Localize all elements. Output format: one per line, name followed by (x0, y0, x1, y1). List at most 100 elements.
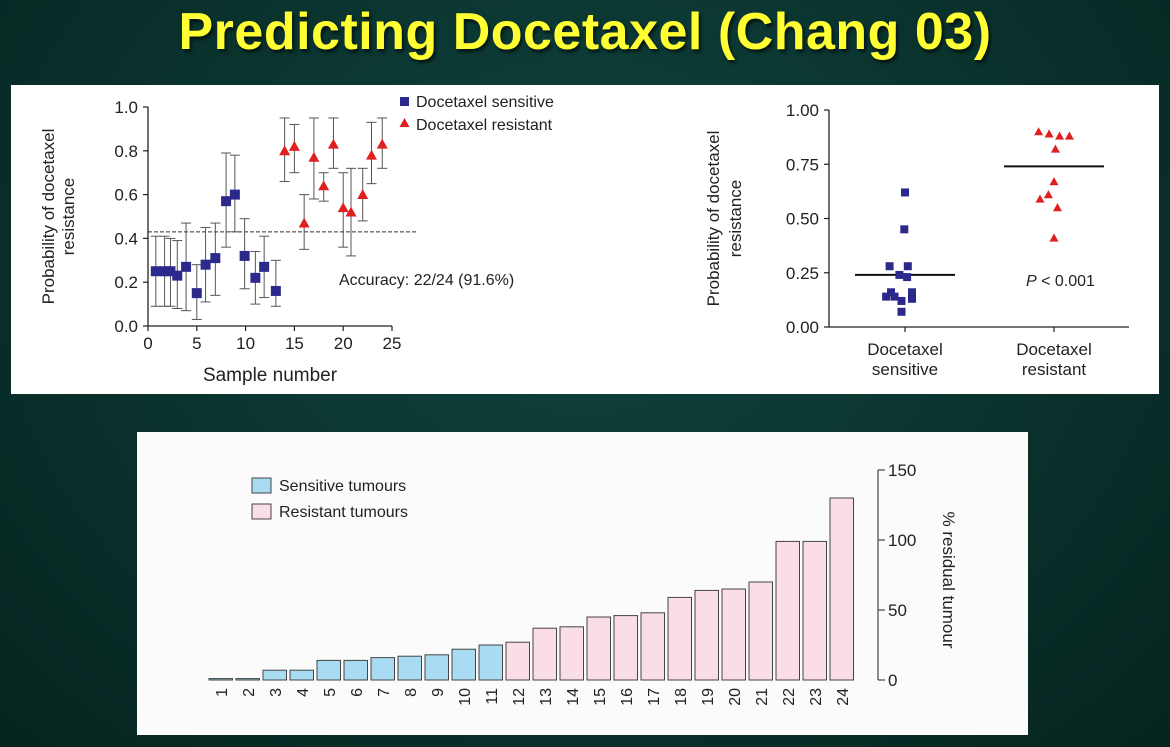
sensitive-point (270, 285, 281, 296)
sensitive-point (229, 189, 240, 200)
sensitive-point (172, 270, 183, 281)
sensitive-point (259, 261, 270, 272)
sensitive-point (887, 288, 895, 297)
sensitive-point (200, 259, 211, 270)
p-value-annotation: P < 0.001 (1026, 273, 1095, 290)
x-tick-label: 2 (241, 688, 258, 697)
x-tick-label: 19 (700, 688, 717, 706)
y-tick-label: 100 (888, 531, 916, 550)
resistant-point (279, 145, 291, 156)
sensitive-point (897, 307, 906, 316)
sensitive-point (908, 288, 916, 297)
sensitive-bar (343, 659, 368, 681)
x-tick-label: 8 (403, 688, 420, 697)
sensitive-point (903, 262, 912, 271)
x-tick-label: 25 (383, 334, 402, 353)
resistant-point (288, 140, 300, 151)
category-label-resistant-line2: resistant (1022, 360, 1087, 379)
resistant-point (327, 138, 339, 149)
resistant-point (1049, 177, 1059, 186)
resistant-bar (532, 627, 557, 681)
y-tick-label: 0.25 (786, 264, 819, 283)
p-value-symbol: P (1026, 273, 1037, 290)
resistant-bar (667, 596, 692, 681)
y-tick-label: 0 (888, 671, 897, 690)
sensitive-point (239, 250, 250, 261)
legend-swatch-resistant (251, 503, 272, 520)
y-tick-label: 0.6 (114, 186, 138, 205)
x-tick-label: 15 (285, 334, 304, 353)
y-axis-label-line1: Probability of docetaxel (704, 131, 723, 307)
legend-marker-resistant (399, 118, 410, 127)
resistant-bar (613, 615, 638, 681)
resistant-bar (505, 641, 530, 681)
x-tick-label: 15 (592, 688, 609, 706)
x-tick-label: 24 (835, 688, 852, 706)
x-tick-label: 18 (673, 688, 690, 706)
y-axis-label-line2: resistance (726, 180, 745, 257)
resistant-bar (829, 497, 854, 681)
x-tick-label: 6 (349, 688, 366, 697)
x-tick-label: 11 (484, 688, 501, 705)
sensitive-bar (370, 657, 395, 681)
sensitive-point (882, 292, 891, 301)
x-tick-label: 1 (214, 688, 231, 697)
sensitive-bar (316, 659, 341, 681)
y-tick-label: 0.00 (786, 318, 819, 337)
x-tick-label: 10 (457, 688, 474, 706)
resistant-point (1053, 203, 1062, 212)
y-tick-label: 0.8 (114, 142, 138, 161)
sensitive-point (903, 273, 912, 282)
x-tick-label: 4 (295, 688, 312, 697)
resistant-point (1044, 129, 1054, 138)
accuracy-annotation: Accuracy: 22/24 (91.6%) (339, 272, 514, 289)
sensitive-point (900, 225, 909, 234)
y-tick-label: 0.4 (114, 229, 138, 248)
sensitive-point (210, 253, 221, 264)
top-figure-panel: 0.0 0.2 0.4 0.6 0.8 1.0 0 5 10 15 20 25 Probability… (11, 85, 1159, 394)
sensitive-point (885, 262, 894, 271)
x-tick-label: 17 (646, 688, 663, 706)
bottom-figure-panel: 1 2 3 4 5 6 7 8 9 10 11 12 13 14 15 16 17 18 19 20 21 22 23 24 … (137, 432, 1028, 735)
x-tick-label: 0 (143, 334, 152, 353)
y-axis-label-line2: resistance (59, 178, 78, 255)
resistant-point (357, 189, 369, 199)
legend-marker-sensitive (400, 97, 409, 106)
resistant-point (1064, 131, 1074, 140)
legend-label-sensitive: Sensitive tumours (279, 478, 406, 495)
x-tick-label: 7 (376, 688, 393, 697)
sensitive-point (191, 288, 202, 299)
y-tick-label: 0.0 (114, 317, 138, 336)
sensitive-bar (289, 669, 314, 681)
sensitive-bar (397, 655, 422, 681)
group-probability-chart: 0.00 0.25 0.50 0.75 1.00 Probability of doce… (704, 101, 1129, 379)
resistant-bar (586, 616, 611, 681)
legend-label-sensitive: Docetaxel sensitive (416, 94, 554, 111)
sensitive-point (895, 270, 904, 279)
resistant-bar (721, 588, 746, 681)
x-tick-label: 13 (538, 688, 555, 706)
sensitive-point (150, 266, 161, 277)
resistant-point (1055, 131, 1065, 140)
sensitive-bar (451, 648, 476, 681)
x-tick-label: 5 (322, 688, 339, 697)
x-tick-label: 9 (430, 688, 447, 697)
y-tick-label: 0.2 (114, 273, 138, 292)
resistant-bar (559, 626, 584, 681)
x-tick-label: 12 (511, 688, 528, 706)
x-axis-label: Sample number (203, 365, 338, 386)
sensitive-bar (235, 678, 260, 681)
resistant-bar (775, 540, 800, 681)
sensitive-point (221, 196, 232, 207)
sensitive-point (165, 266, 176, 277)
x-tick-label: 16 (619, 688, 636, 706)
legend-label-resistant: Docetaxel resistant (416, 117, 553, 134)
legend-label-resistant: Resistant tumours (279, 504, 408, 521)
y-tick-label: 0.50 (786, 210, 819, 229)
x-tick-label: 3 (268, 688, 285, 697)
sensitive-bar (262, 669, 287, 681)
resistant-point (337, 202, 349, 213)
y-tick-label: 1.0 (114, 98, 138, 117)
sample-probability-chart: 0.0 0.2 0.4 0.6 0.8 1.0 0 5 10 15 20 25 Probability… (39, 94, 554, 386)
x-tick-label: 10 (236, 334, 255, 353)
